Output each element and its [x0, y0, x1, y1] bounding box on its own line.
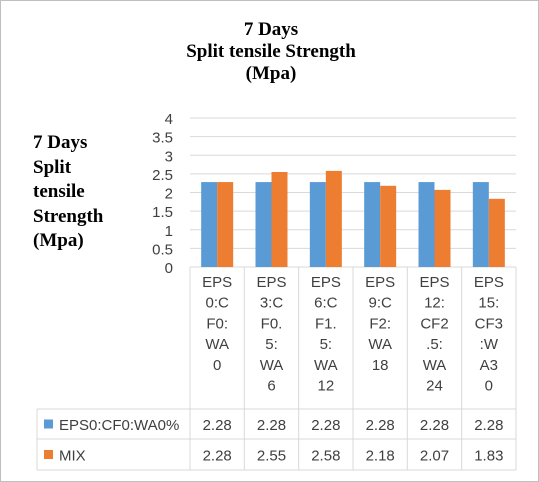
data-label: 2.28 [420, 417, 449, 434]
category-label: :W [480, 336, 499, 353]
data-label: 1.83 [474, 448, 503, 465]
category-label: WA [260, 357, 284, 374]
category-label: 0 [485, 378, 493, 395]
y-axis-title-line: Strength [33, 205, 104, 227]
bar-baseline [201, 182, 218, 267]
y-axis-title: 7 Days Split tensile Strength (Mpa) [33, 131, 133, 254]
chart-title-line: 7 Days [243, 19, 299, 40]
category-label: 0:C [205, 295, 229, 312]
bar-baseline [255, 182, 272, 267]
category-label: 6:C [314, 295, 338, 312]
category-label: EPS [311, 274, 341, 291]
data-label: 2.58 [311, 448, 340, 465]
category-label: F0. [261, 315, 283, 332]
legend-key [44, 419, 53, 429]
category-label: .5: [426, 336, 443, 353]
y-tick-label: 2.5 [152, 167, 173, 184]
category-label: 9:C [368, 295, 392, 312]
category-label: EPS [365, 274, 395, 291]
bar-mix [325, 170, 342, 267]
category-label: 15: [478, 295, 499, 312]
category-label: 3:C [260, 295, 284, 312]
chart-title-line: (Mpa) [245, 63, 297, 84]
y-tick-label: 3 [165, 148, 173, 165]
chart-title-line: Split tensile Strength [186, 41, 356, 62]
bar-mix [488, 198, 505, 267]
y-axis-title-line: (Mpa) [33, 230, 84, 251]
category-label: 12 [317, 378, 334, 395]
data-label: 2.28 [203, 417, 232, 434]
category-label: EPS [474, 274, 504, 291]
y-tick-label: 2 [165, 186, 173, 203]
category-label: EPS [202, 274, 232, 291]
category-label: 5: [320, 336, 333, 353]
category-label: 18 [372, 357, 389, 374]
bar-mix [271, 172, 288, 267]
data-label: 2.28 [366, 417, 395, 434]
bar-baseline [472, 182, 489, 267]
bar-mix [380, 185, 397, 267]
y-tick-label: 0.5 [152, 241, 173, 258]
bar-baseline [364, 182, 381, 267]
category-label: EPS [419, 274, 449, 291]
category-label: WA [368, 336, 392, 353]
y-tick-label: 1 [165, 223, 173, 240]
y-tick-label: 4 [165, 111, 173, 128]
category-label: 12: [424, 295, 445, 312]
bar-mix [434, 189, 451, 267]
data-label: 2.07 [420, 448, 449, 465]
category-label: CF3 [475, 315, 503, 332]
category-label: WA [205, 336, 229, 353]
category-label: A3 [480, 357, 498, 374]
category-label: WA [423, 357, 447, 374]
category-label: 5: [265, 336, 278, 353]
bar-baseline [309, 182, 326, 267]
category-label: F2: [369, 315, 391, 332]
category-label: 0 [213, 357, 221, 374]
y-tick-label: 3.5 [152, 130, 173, 147]
legend-label: MIX [59, 448, 86, 465]
legend-label: EPS0:CF0:WA0% [59, 417, 179, 434]
bar-mix [217, 182, 234, 267]
data-label: 2.28 [203, 448, 232, 465]
category-label: EPS [256, 274, 286, 291]
category-label: F0: [206, 315, 228, 332]
chart-title: 7 Days Split tensile Strength (Mpa) [141, 19, 401, 85]
y-axis-title-line: 7 Days [33, 132, 88, 153]
data-label: 2.28 [257, 417, 286, 434]
y-tick-label: 0 [165, 260, 173, 277]
y-tick-label: 1.5 [152, 204, 173, 221]
y-axis-title-line: Split [33, 156, 72, 178]
bar-baseline [418, 182, 435, 267]
category-label: 6 [267, 378, 275, 395]
category-label: WA [314, 357, 338, 374]
legend-key [44, 450, 53, 459]
category-label: CF2 [420, 315, 448, 332]
y-axis-title-line: tensile [33, 181, 85, 202]
data-label: 2.55 [257, 448, 286, 465]
data-label: 2.28 [311, 417, 340, 434]
category-label: 24 [426, 378, 443, 395]
category-label: F1. [315, 315, 337, 332]
data-label: 2.28 [474, 417, 503, 434]
data-label: 2.18 [366, 448, 395, 465]
